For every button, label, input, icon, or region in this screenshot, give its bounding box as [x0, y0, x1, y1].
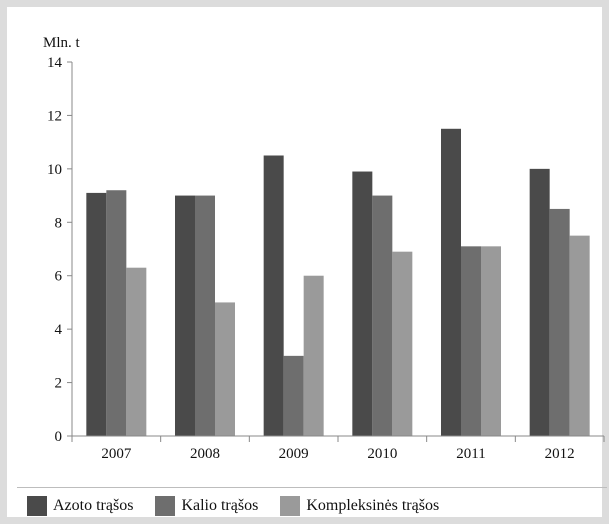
y-axis-unit-label: Mln. t [43, 35, 81, 51]
y-tick-label: 6 [55, 269, 63, 285]
bar [215, 302, 235, 436]
legend-swatch [27, 496, 47, 516]
x-tick-label: 2011 [456, 446, 485, 462]
y-tick-label: 8 [55, 215, 63, 231]
bar [303, 275, 324, 436]
bar [126, 267, 147, 436]
bar [106, 190, 127, 436]
legend-label: Azoto trąšos [53, 497, 134, 514]
legend-swatch [155, 496, 176, 516]
legend-item: Kompleksinės trąšos [280, 496, 439, 516]
bar [175, 195, 195, 436]
bar [392, 251, 413, 436]
x-tick-label: 2008 [190, 446, 220, 462]
bar [195, 195, 215, 436]
x-tick-label: 2009 [279, 446, 309, 462]
y-tick-label: 10 [47, 162, 62, 178]
bar [263, 155, 284, 436]
bar [372, 195, 393, 436]
bar [352, 171, 373, 436]
y-tick-label: 4 [55, 322, 63, 338]
bars-group [86, 128, 590, 436]
legend-item: Kalio trąšos [155, 496, 258, 516]
legend-label: Kalio trąšos [181, 497, 259, 514]
axes-group: 0 2 4 6 8 10 12 14 2007 2008 2009 2010 2011 2012 [47, 55, 605, 462]
bar [86, 192, 107, 436]
legend: Azoto trąšos Kalio trąšos Kompleksinės trą… [17, 487, 607, 524]
y-tick-label: 0 [55, 429, 63, 445]
bar [481, 246, 501, 436]
x-tick-label: 2010 [367, 446, 397, 462]
bar [441, 128, 461, 436]
legend-swatch [280, 496, 301, 516]
bar [569, 235, 590, 436]
legend-label: Kompleksinės trąšos [306, 497, 440, 514]
bar [283, 355, 304, 436]
bar-chart: Mln. t 0 2 4 6 8 10 12 14 2007 2008 2009 2010 2011 20… [43, 35, 605, 462]
x-tick-label: 2012 [545, 446, 575, 462]
bar [529, 168, 550, 436]
x-tick-label: 2007 [101, 446, 132, 462]
y-tick-label: 14 [47, 55, 63, 71]
y-tick-label: 12 [47, 108, 62, 124]
bar [461, 246, 481, 436]
legend-item: Azoto trąšos [27, 496, 133, 516]
bar [549, 208, 570, 436]
y-tick-label: 2 [55, 376, 63, 392]
